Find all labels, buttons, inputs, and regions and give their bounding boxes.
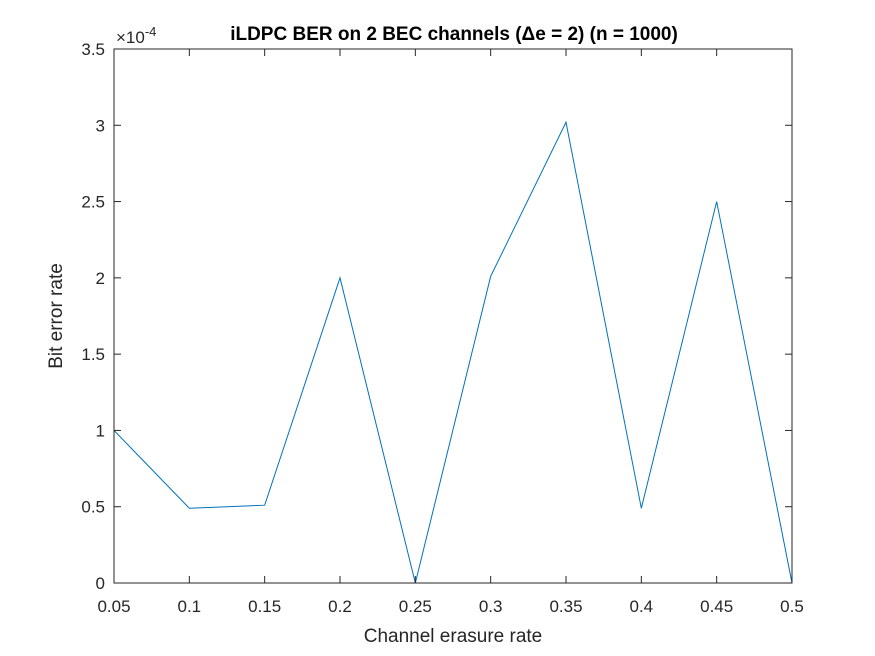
y-axis-exponent: ×10-4 <box>116 24 156 47</box>
x-tick-label: 0.35 <box>549 597 582 616</box>
y-tick-label: 1.5 <box>81 345 105 364</box>
y-tick-label: 0.5 <box>81 498 105 517</box>
y-axis-label: Bit error rate <box>46 263 67 369</box>
x-tick-label: 0.15 <box>248 597 281 616</box>
y-axis-exponent-power: -4 <box>145 24 157 39</box>
x-tick-label: 0.2 <box>328 597 352 616</box>
x-tick-label: 0.3 <box>479 597 503 616</box>
y-axis-ticks: 0 0.5 1 1.5 2 2.5 3 3.5 <box>81 40 792 593</box>
x-tick-label: 0.05 <box>97 597 130 616</box>
x-tick-label: 0.45 <box>700 597 733 616</box>
plot-axes-box <box>113 48 793 584</box>
x-tick-label: 0.5 <box>780 597 804 616</box>
x-tick-label: 0.1 <box>178 597 202 616</box>
y-tick-label: 3.5 <box>81 40 105 59</box>
y-axis-exponent-base: ×10 <box>116 28 145 47</box>
y-tick-label: 2 <box>96 269 105 288</box>
x-axis-ticks: 0.05 0.1 0.15 0.2 0.25 0.3 0.35 0.4 0.45 0.5 <box>97 49 804 616</box>
y-tick-label: 3 <box>96 116 105 135</box>
plot-area-background <box>114 49 792 583</box>
series-line-0 <box>113 120 793 584</box>
y-tick-label: 1 <box>96 421 105 440</box>
y-tick-label: 0 <box>96 574 105 593</box>
x-tick-label: 0.4 <box>630 597 654 616</box>
chart-title: iLDPC BER on 2 BEC channels (Δe = 2) (n … <box>230 24 678 45</box>
y-tick-label: 2.5 <box>81 193 105 212</box>
series-layer <box>113 120 793 584</box>
x-tick-label: 0.25 <box>399 597 432 616</box>
x-axis-label: Channel erasure rate <box>364 626 543 647</box>
